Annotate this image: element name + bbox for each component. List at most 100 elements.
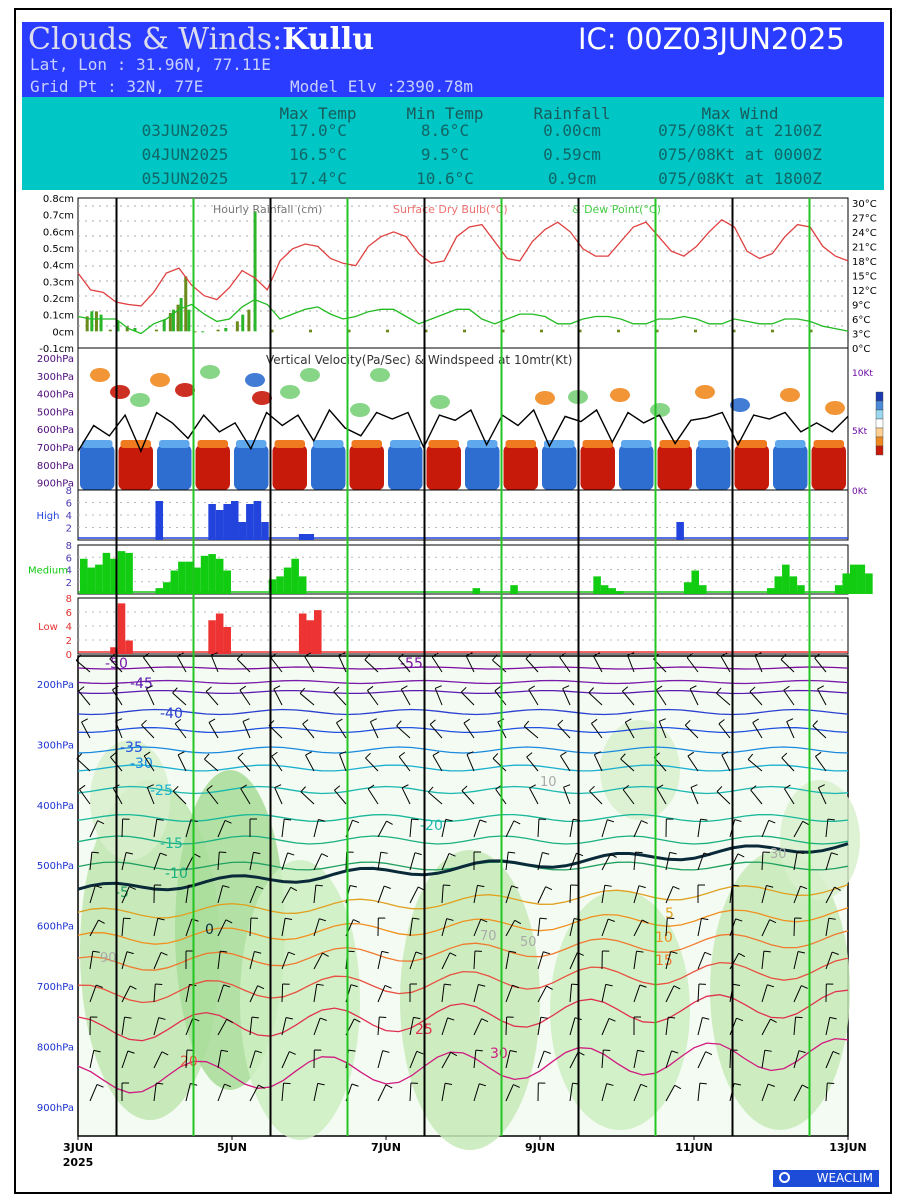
wind-barb — [825, 1083, 828, 1102]
wind-barb — [729, 853, 739, 871]
wind-barb — [210, 655, 219, 673]
wind-barb — [89, 919, 99, 937]
rainfall-bar — [184, 276, 188, 332]
wind-barb-feather — [401, 685, 408, 690]
lat-lon: Lat, Lon : 31.96N, 77.11E — [30, 55, 271, 74]
rainfall-bar — [241, 314, 245, 332]
wind-barb — [537, 1050, 545, 1069]
wind-barb — [281, 852, 289, 871]
rain-ytick-label: -0.1cm — [39, 344, 74, 355]
wind-barb — [460, 691, 475, 706]
wind-barb-feather — [543, 951, 551, 955]
wind-barb — [537, 852, 543, 871]
vv-patch — [110, 385, 130, 399]
wind-barb-feather — [271, 751, 278, 757]
wind-barb-feather — [817, 685, 824, 690]
wind-barb — [89, 1084, 98, 1102]
cloud-bar — [80, 558, 88, 594]
wind-barb — [749, 691, 763, 706]
wind-barb-feather — [523, 720, 530, 727]
wind-barb — [563, 787, 571, 805]
wind-barb — [729, 953, 740, 970]
cloud-bar — [215, 558, 224, 594]
rainfall-bar — [99, 314, 103, 332]
wind-barb-feather — [812, 720, 818, 727]
wind-barb — [473, 1018, 483, 1036]
rainfall-bar — [501, 329, 505, 333]
wind-barb — [281, 819, 285, 838]
wind-barb — [761, 885, 767, 904]
wind-barb-feather — [770, 1018, 777, 1023]
wind-barb-feather — [622, 785, 630, 791]
wind-barb — [473, 950, 476, 970]
cloud-bar — [170, 570, 179, 594]
wind-barb — [465, 655, 475, 673]
rainfall-bar — [247, 309, 251, 332]
temp-ytick-label: 6°C — [852, 315, 870, 326]
vv-edge — [775, 440, 806, 448]
wind-barb — [793, 1050, 800, 1069]
wind-barb-feather — [97, 820, 105, 825]
sinking-block — [580, 445, 615, 490]
wind-barb-feather — [818, 784, 825, 789]
wind-barb-feather — [684, 719, 691, 726]
cloud-bar — [608, 588, 616, 594]
wind-barb — [274, 787, 283, 805]
wind-barb — [237, 757, 251, 772]
wind-barb-feather — [338, 652, 346, 657]
wind-barb-feather — [290, 886, 298, 892]
wind-barb — [569, 952, 578, 970]
wind-barb — [205, 691, 219, 706]
wind-barb-feather — [478, 984, 486, 987]
temperature-contour — [77, 957, 849, 1004]
cloud-bar — [865, 573, 873, 594]
wind-barb — [313, 984, 318, 1003]
wind-barb-feather — [254, 951, 262, 954]
wind-barb-feather — [528, 685, 535, 690]
rainfall-bar — [133, 328, 137, 332]
wind-barb — [121, 886, 130, 904]
cloud-bar — [110, 647, 118, 654]
rainfall-bar — [694, 329, 697, 333]
cloud-bar — [163, 582, 171, 594]
wind-barb-feather — [447, 1017, 455, 1021]
wind-barb-feather — [562, 685, 570, 690]
vv-patch — [350, 403, 370, 417]
wind-barb-feather — [367, 784, 375, 790]
wind-barb-feather — [450, 1051, 458, 1057]
wind-barb-feather — [383, 885, 391, 889]
rising-block — [696, 445, 731, 490]
rain-ytick-label: 0.3cm — [43, 277, 74, 288]
wind-barb-feather — [829, 1016, 837, 1020]
wind-barb — [793, 852, 798, 871]
wind-barb-feather — [557, 719, 564, 726]
rising-block — [465, 445, 500, 490]
wind-barb-feather — [273, 685, 281, 690]
wind-barb — [236, 658, 251, 673]
wind-barb — [473, 1050, 477, 1069]
wind-barb — [313, 1017, 321, 1036]
rising-block — [234, 445, 269, 490]
wind-barb-feather — [589, 785, 595, 792]
wind-barb — [505, 885, 513, 904]
wind-barb — [249, 1050, 256, 1069]
grid-point: Grid Pt : 32N, 77E — [30, 77, 204, 96]
wind-barb-feather — [79, 784, 86, 790]
wind-barb-feather — [322, 952, 329, 957]
wind-barb-feather — [208, 718, 216, 723]
cloud-bar — [306, 534, 315, 540]
rainfall-bar — [270, 329, 274, 333]
wind-barb-feather — [413, 1016, 421, 1020]
wind-barb — [655, 689, 667, 706]
wind-barb — [658, 721, 667, 739]
pressure-ytick-label: 600hPa — [37, 922, 74, 933]
x-tick-label: 9JUN — [525, 1141, 555, 1154]
wind-barb-feather — [417, 886, 425, 891]
pressure-ytick-label: 900hPa — [37, 1103, 74, 1114]
wind-barb-feather — [834, 886, 841, 891]
temperature-contour — [77, 785, 849, 795]
wind-barb — [79, 789, 91, 805]
wind-barb-feather — [172, 687, 178, 694]
temperature-label: -35 — [120, 740, 143, 756]
rainfall-bar — [771, 329, 774, 333]
